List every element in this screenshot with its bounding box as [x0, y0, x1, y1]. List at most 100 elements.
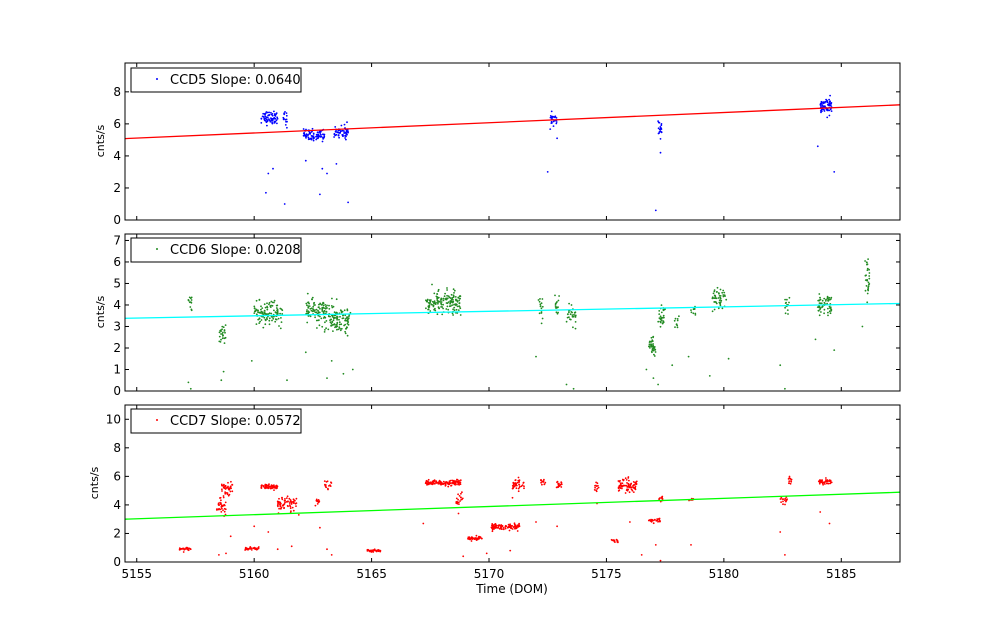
ccd5-point: [276, 116, 279, 119]
ccd6-point: [339, 327, 341, 330]
ccd7-point: [377, 549, 379, 552]
ccd7-point: [295, 505, 297, 507]
ccd7-point: [468, 536, 471, 539]
ccd7-point: [294, 502, 297, 505]
ccd7-point: [657, 520, 659, 523]
ccd5-point: [659, 138, 662, 140]
ccd6-point: [263, 309, 266, 312]
ccd7-point: [187, 547, 189, 549]
ccd5-outlier-point: [659, 151, 662, 154]
ccd7-point: [654, 518, 656, 521]
ccd6-point: [425, 299, 427, 302]
ccd7-point: [426, 484, 428, 486]
ccd6-point: [306, 292, 309, 295]
ccd6-point: [438, 307, 440, 310]
ccd7-point: [621, 487, 623, 490]
ccd6-outlier-point: [727, 357, 730, 360]
ccd5-outlier-point: [283, 203, 286, 205]
ccd6-point: [821, 299, 824, 302]
ccd6-point: [271, 319, 273, 322]
ccd7-y-tick-label: 10: [106, 412, 121, 426]
ccd6-point: [864, 260, 866, 262]
ccd7-point: [467, 538, 470, 540]
ccd7-point: [628, 486, 631, 489]
ccd7-point: [542, 481, 545, 483]
ccd6-point: [818, 302, 821, 304]
ccd5-y-tick-label: 8: [113, 85, 121, 99]
ccd6-point: [452, 300, 455, 303]
ccd7-point: [597, 486, 600, 489]
ccd6-point: [819, 308, 821, 311]
ccd5-point: [284, 111, 286, 113]
ccd6-point: [716, 286, 719, 289]
ccd6-point: [434, 309, 437, 312]
ccd6-outlier-point: [250, 360, 253, 362]
x-tick-label: 5185: [826, 567, 857, 581]
ccd7-outlier-point: [819, 511, 822, 513]
ccd5-point: [317, 134, 320, 136]
ccd7-point: [275, 487, 277, 490]
ccd5-outlier-point: [347, 201, 349, 204]
ccd7-point: [255, 548, 258, 551]
ccd5-point: [271, 119, 274, 122]
ccd6-point: [331, 297, 333, 300]
ccd5-point: [286, 126, 288, 129]
ccd7-point: [442, 480, 445, 483]
ccd7-point: [461, 498, 463, 501]
ccd7-point: [460, 492, 462, 495]
ccd7-point: [220, 506, 223, 508]
ccd6-point: [652, 349, 655, 352]
ccd6-point: [324, 316, 327, 319]
ccd6-outlier-point: [861, 325, 864, 328]
ccd5-legend: CCD5 Slope: 0.0640: [130, 67, 302, 93]
ccd7-point: [217, 504, 220, 506]
ccd6-point: [339, 329, 342, 332]
ccd7-point: [257, 547, 260, 550]
ccd7-y-tick-label: 6: [113, 469, 121, 483]
ccd7-point: [454, 481, 457, 483]
x-axis-label: Time (DOM): [475, 582, 548, 596]
ccd6-outlier-point: [187, 381, 190, 384]
ccd7-point: [470, 540, 473, 542]
ccd7-point: [514, 527, 517, 530]
ccd6-outlier-point: [326, 377, 328, 379]
ccd6-point: [830, 308, 832, 310]
ccd5-point: [264, 117, 267, 120]
ccd6-point: [280, 321, 283, 323]
ccd7-point: [784, 503, 786, 506]
ccd5-point: [311, 127, 314, 130]
ccd7-outlier-point: [218, 554, 220, 556]
ccd6-y-axis-label: cnts/s: [94, 295, 107, 328]
ccd6-point: [187, 299, 190, 301]
ccd6-x-ticks: [136, 234, 842, 391]
ccd6-point: [555, 311, 558, 314]
ccd7-point: [647, 519, 650, 522]
ccd5-y-ticks: 0 2 4 6 8: [113, 85, 900, 227]
ccd7-point: [820, 479, 822, 482]
ccd6-point: [330, 324, 333, 327]
ccd7-point: [223, 504, 226, 507]
ccd6-point: [442, 307, 444, 310]
ccd6-legend-marker: [156, 248, 158, 250]
ccd7-point: [314, 504, 317, 507]
ccd7-outlier-point: [828, 522, 831, 525]
ccd7-point: [269, 487, 271, 489]
ccd6-point: [539, 298, 541, 300]
ccd5-point: [657, 127, 660, 130]
ccd6-point: [556, 312, 559, 315]
ccd7-point: [825, 482, 828, 485]
ccd6-point: [459, 295, 461, 297]
ccd7-point: [616, 539, 619, 542]
ccd6-point: [650, 343, 653, 346]
ccd7-point: [492, 525, 495, 527]
ccd6-point: [452, 299, 454, 301]
ccd6-point: [867, 281, 870, 284]
ccd5-y-axis-label: cnts/s: [94, 124, 107, 157]
ccd7-point: [514, 526, 516, 528]
ccd6-outlier-point: [784, 387, 786, 390]
ccd7-point: [178, 547, 181, 550]
ccd6-point: [315, 319, 318, 322]
ccd5-point: [822, 101, 824, 104]
ccd5-point: [271, 113, 274, 115]
ccd7-point: [456, 478, 458, 481]
